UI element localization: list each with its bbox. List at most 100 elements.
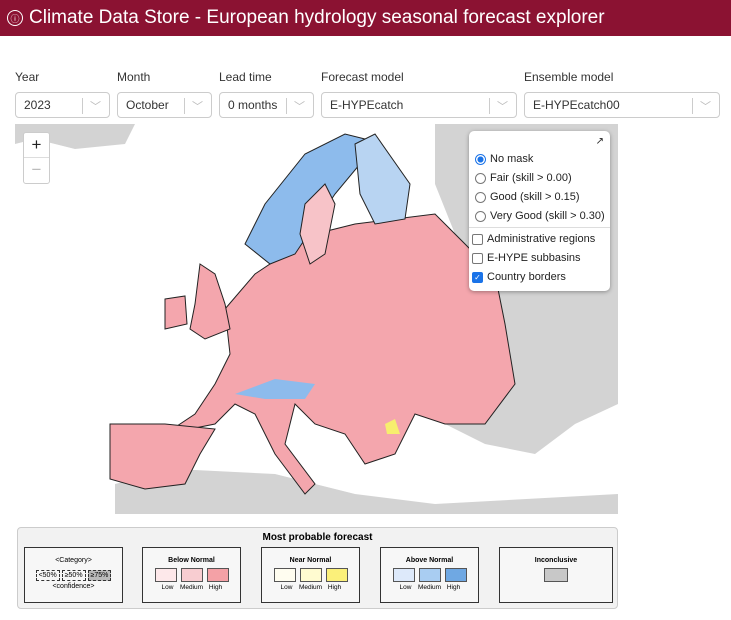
year-control: Year 2023 ﹀ — [15, 70, 110, 118]
lead-time-control: Lead time 0 months ﹀ — [219, 70, 314, 118]
confidence-low: <50% — [35, 570, 60, 581]
label-high: High — [446, 584, 461, 591]
overlay-label: E-HYPE subbasins — [487, 252, 581, 264]
cds-logo-icon: ⓘ — [7, 10, 23, 26]
swatch-high — [206, 568, 229, 582]
ensemble-model-label: Ensemble model — [524, 70, 614, 84]
region-uk — [189, 263, 231, 340]
region-carpathians-near-normal — [385, 419, 400, 434]
confidence-medium: ≥50% — [61, 570, 86, 581]
zoom-out-button[interactable]: − — [31, 160, 42, 179]
legend-below-normal: Below Normal Low Medium High — [142, 547, 241, 603]
expand-icon[interactable]: ↗ — [595, 136, 604, 147]
chevron-down-icon: ﹀ — [294, 101, 305, 113]
forecast-model-control: Forecast model E-HYPEcatch ﹀ — [321, 70, 517, 118]
region-mainland-below-normal — [164, 213, 516, 495]
zoom-control: + − — [23, 132, 50, 184]
forecast-model-value: E-HYPEcatch — [330, 98, 404, 112]
swatch-low — [392, 568, 415, 582]
swatch-medium — [418, 568, 441, 582]
month-value: October — [126, 98, 169, 112]
legend-title: Most probable forecast — [262, 532, 373, 543]
group-name: Above Normal — [405, 557, 454, 564]
forecast-map[interactable]: + − ↗ No mask Fair (skill > 0.00) Good (… — [15, 124, 618, 514]
lead-time-label: Lead time — [219, 70, 272, 84]
mask-label: No mask — [490, 153, 534, 165]
group-name: Below Normal — [168, 557, 215, 564]
confidence-high: ≥75% — [87, 570, 112, 581]
chevron-down-icon: ﹀ — [700, 101, 711, 113]
swatch-low — [273, 568, 296, 582]
label-low: Low — [399, 584, 412, 591]
land-greenland-iceland — [15, 124, 135, 149]
ensemble-model-value: E-HYPEcatch00 — [533, 98, 620, 112]
group-name: Near Normal — [289, 557, 332, 564]
radio-icon[interactable] — [475, 191, 486, 203]
forecast-model-label: Forecast model — [321, 70, 404, 84]
layer-panel: ↗ No mask Fair (skill > 0.00) Good (skil… — [469, 131, 610, 291]
ensemble-model-control: Ensemble model E-HYPEcatch00 ﹀ — [524, 70, 720, 118]
year-value: 2023 — [24, 98, 51, 112]
radio-icon[interactable] — [475, 153, 486, 165]
mask-label: Fair (skill > 0.00) — [490, 172, 572, 184]
month-label: Month — [117, 70, 151, 84]
checkbox-checked-icon[interactable]: ✓ — [472, 271, 483, 283]
month-select[interactable]: October ﹀ — [117, 92, 212, 118]
mask-fair[interactable]: Fair (skill > 0.00) — [475, 172, 572, 184]
swatch-low — [154, 568, 177, 582]
legend-key: <Category> <50% ≥50% ≥75% <confidence> — [24, 547, 123, 603]
overlay-label: Country borders — [487, 271, 566, 283]
chevron-down-icon: ﹀ — [192, 101, 203, 113]
legend-inconclusive: Inconclusive — [499, 547, 613, 603]
checkbox-icon[interactable] — [472, 252, 483, 264]
year-select[interactable]: 2023 ﹀ — [15, 92, 110, 118]
ensemble-model-select[interactable]: E-HYPEcatch00 ﹀ — [524, 92, 720, 118]
checkbox-icon[interactable] — [472, 233, 483, 245]
lead-time-select[interactable]: 0 months ﹀ — [219, 92, 314, 118]
swatch-medium — [180, 568, 203, 582]
app-title: Climate Data Store - European hydrology … — [29, 7, 605, 28]
chevron-down-icon: ﹀ — [497, 101, 508, 113]
divider — [469, 227, 610, 228]
year-label: Year — [15, 70, 40, 84]
app-header: ⓘ Climate Data Store - European hydrolog… — [0, 0, 731, 36]
mask-label: Very Good (skill > 0.30) — [490, 210, 605, 222]
label-medium: Medium — [298, 584, 323, 591]
region-finland — [354, 133, 411, 225]
legend-above-normal: Above Normal Low Medium High — [380, 547, 479, 603]
land-north-africa — [115, 469, 618, 514]
overlay-country-borders[interactable]: ✓ Country borders — [472, 271, 566, 283]
region-alps-above-normal — [235, 379, 315, 399]
label-medium: Medium — [179, 584, 204, 591]
radio-icon[interactable] — [475, 210, 486, 222]
region-iberia — [109, 423, 216, 490]
forecast-model-select[interactable]: E-HYPEcatch ﹀ — [321, 92, 517, 118]
legend-near-normal: Near Normal Low Medium High — [261, 547, 360, 603]
swatch-inconclusive — [544, 568, 568, 582]
overlay-administrative-regions[interactable]: Administrative regions — [472, 233, 595, 245]
label-high: High — [327, 584, 342, 591]
zoom-in-button[interactable]: + — [24, 133, 49, 158]
forecast-legend: Most probable forecast <Category> <50% ≥5… — [17, 527, 618, 609]
overlay-label: Administrative regions — [487, 233, 596, 245]
lead-time-value: 0 months — [228, 98, 278, 112]
swatch-medium — [299, 568, 322, 582]
radio-icon[interactable] — [475, 172, 486, 184]
region-sweden — [299, 183, 336, 265]
label-low: Low — [280, 584, 293, 591]
mask-good[interactable]: Good (skill > 0.15) — [475, 191, 580, 203]
group-name: Inconclusive — [534, 557, 578, 564]
mask-very-good[interactable]: Very Good (skill > 0.30) — [475, 210, 605, 222]
swatch-high — [325, 568, 348, 582]
label-high: High — [208, 584, 223, 591]
legend-category-label: <Category> — [55, 557, 92, 564]
swatch-high — [444, 568, 467, 582]
mask-no-mask[interactable]: No mask — [475, 153, 533, 165]
label-medium: Medium — [417, 584, 442, 591]
region-ireland — [164, 295, 188, 330]
month-control: Month October ﹀ — [117, 70, 212, 118]
mask-label: Good (skill > 0.15) — [490, 191, 580, 203]
legend-confidence-label: <confidence> — [52, 583, 95, 590]
overlay-e-hype-subbasins[interactable]: E-HYPE subbasins — [472, 252, 581, 264]
chevron-down-icon: ﹀ — [90, 101, 101, 113]
